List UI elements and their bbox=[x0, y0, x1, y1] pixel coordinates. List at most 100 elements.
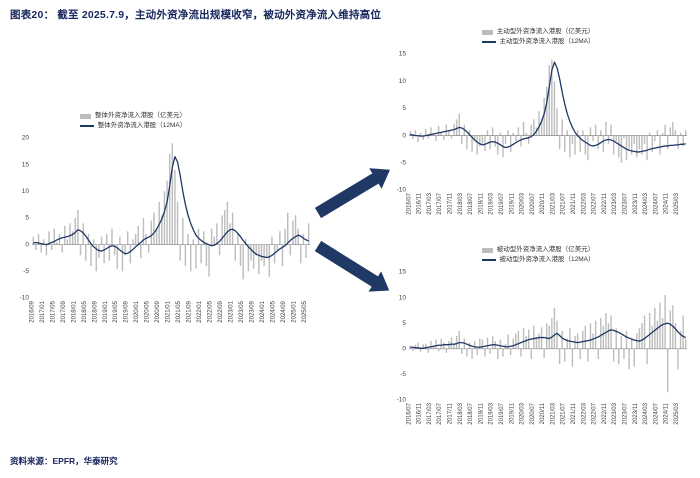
svg-text:2024/05: 2024/05 bbox=[271, 300, 277, 322]
svg-text:2017/03: 2017/03 bbox=[427, 192, 433, 214]
svg-text:2024/03: 2024/03 bbox=[643, 402, 649, 424]
svg-text:2025/01: 2025/01 bbox=[292, 300, 298, 322]
svg-text:2022/11: 2022/11 bbox=[602, 192, 608, 214]
bar-swatch-icon bbox=[481, 29, 493, 35]
svg-text:2017/07: 2017/07 bbox=[437, 192, 443, 214]
svg-text:2020/09: 2020/09 bbox=[155, 300, 161, 322]
svg-text:2018/03: 2018/03 bbox=[458, 192, 464, 214]
svg-text:2017/09: 2017/09 bbox=[61, 300, 67, 322]
svg-text:2019/11: 2019/11 bbox=[509, 192, 515, 214]
chart-passive-flows: 被动型外资净流入港股（亿美元） 被动型外资净流入港股（12MA） 15 10 5 0 -… bbox=[385, 246, 691, 446]
bars-series bbox=[409, 295, 687, 393]
legend-overall: 整体外资净流入港股（亿美元） 整体外资净流入港股（12MA） bbox=[0, 112, 286, 130]
svg-text:2016/07: 2016/07 bbox=[406, 192, 412, 214]
svg-text:2019/01: 2019/01 bbox=[103, 300, 109, 322]
svg-text:2017/07: 2017/07 bbox=[437, 402, 443, 424]
x-axis-labels: 2016/09 2017/01 2017/05 2017/09 2018/01 2018/… bbox=[29, 300, 308, 322]
svg-text:2018/03: 2018/03 bbox=[458, 402, 464, 424]
legend-passive: 被动型外资净流入港股（亿美元） 被动型外资净流入港股（12MA） bbox=[385, 246, 691, 264]
svg-text:2023/03: 2023/03 bbox=[612, 402, 618, 424]
svg-text:2018/11: 2018/11 bbox=[478, 402, 484, 424]
svg-text:5: 5 bbox=[25, 215, 29, 222]
line-swatch-icon bbox=[79, 125, 94, 127]
svg-text:2023/07: 2023/07 bbox=[623, 402, 629, 424]
svg-text:2018/05: 2018/05 bbox=[82, 300, 88, 322]
svg-text:2022/03: 2022/03 bbox=[581, 402, 587, 424]
legend-item-bars: 整体外资净流入港股（亿美元） bbox=[80, 112, 186, 120]
legend-label-bars: 整体外资净流入港股（亿美元） bbox=[95, 112, 186, 119]
svg-text:5: 5 bbox=[402, 105, 406, 112]
svg-text:2018/09: 2018/09 bbox=[92, 300, 98, 322]
svg-text:2016/11: 2016/11 bbox=[417, 192, 423, 214]
svg-text:2024/11: 2024/11 bbox=[664, 192, 670, 214]
svg-text:10: 10 bbox=[399, 78, 407, 85]
svg-text:2020/11: 2020/11 bbox=[540, 402, 546, 424]
svg-text:2024/03: 2024/03 bbox=[643, 192, 649, 214]
svg-text:2025/03: 2025/03 bbox=[674, 402, 680, 424]
svg-text:2021/07: 2021/07 bbox=[561, 402, 567, 424]
svg-text:2016/09: 2016/09 bbox=[29, 300, 35, 322]
svg-text:2024/07: 2024/07 bbox=[653, 192, 659, 214]
svg-text:20: 20 bbox=[22, 135, 30, 142]
chart-active-flows: 主动型外资净流入港股（亿美元） 主动型外资净流入港股（12MA） 15 10 5 0 -… bbox=[385, 28, 691, 236]
svg-text:15: 15 bbox=[399, 269, 407, 276]
svg-text:15: 15 bbox=[399, 51, 407, 58]
svg-text:2020/07: 2020/07 bbox=[530, 192, 536, 214]
svg-text:2017/05: 2017/05 bbox=[50, 300, 56, 322]
svg-text:2020/03: 2020/03 bbox=[520, 192, 526, 214]
svg-text:2019/07: 2019/07 bbox=[499, 402, 505, 424]
svg-text:15: 15 bbox=[22, 161, 30, 168]
svg-text:2019/07: 2019/07 bbox=[499, 192, 505, 214]
svg-text:10: 10 bbox=[22, 188, 30, 195]
legend-label-bars: 主动型外资净流入港股（亿美元） bbox=[496, 28, 595, 35]
svg-text:2023/11: 2023/11 bbox=[633, 192, 639, 214]
svg-text:2020/03: 2020/03 bbox=[520, 402, 526, 424]
svg-text:2021/09: 2021/09 bbox=[187, 300, 193, 322]
svg-text:2017/11: 2017/11 bbox=[447, 192, 453, 214]
bars-series bbox=[409, 59, 687, 163]
svg-text:2016/07: 2016/07 bbox=[406, 402, 412, 424]
svg-text:2021/11: 2021/11 bbox=[571, 192, 577, 214]
legend-item-ma: 主动型外资净流入港股（12MA） bbox=[481, 38, 595, 46]
legend-label-bars: 被动型外资净流入港股（亿美元） bbox=[496, 246, 595, 253]
svg-text:2019/11: 2019/11 bbox=[509, 402, 515, 424]
svg-text:2023/05: 2023/05 bbox=[239, 300, 245, 322]
legend-label-ma: 主动型外资净流入港股（12MA） bbox=[499, 38, 595, 45]
svg-text:2024/07: 2024/07 bbox=[653, 402, 659, 424]
x-axis-labels: 2016/07 2016/11 2017/03 2017/07 2017/11 2018/… bbox=[406, 402, 680, 424]
arrow-to-active-icon bbox=[314, 168, 391, 219]
svg-text:2022/03: 2022/03 bbox=[581, 192, 587, 214]
svg-text:2016/11: 2016/11 bbox=[417, 402, 423, 424]
svg-text:2025/05: 2025/05 bbox=[302, 300, 308, 322]
line-swatch-icon bbox=[481, 259, 496, 261]
y-axis-labels: 15 10 5 0 -5 -10 bbox=[397, 269, 407, 404]
svg-text:2023/09: 2023/09 bbox=[250, 300, 256, 322]
svg-text:2021/03: 2021/03 bbox=[550, 192, 556, 214]
svg-text:2018/11: 2018/11 bbox=[478, 192, 484, 214]
source-note: 资料来源：EPFR，华泰研究 bbox=[10, 456, 118, 466]
svg-text:2023/07: 2023/07 bbox=[623, 192, 629, 214]
svg-text:2017/11: 2017/11 bbox=[447, 402, 453, 424]
svg-text:0: 0 bbox=[402, 346, 406, 353]
svg-text:-10: -10 bbox=[20, 295, 30, 302]
svg-text:2021/07: 2021/07 bbox=[561, 192, 567, 214]
svg-text:-5: -5 bbox=[23, 268, 29, 275]
svg-text:2021/01: 2021/01 bbox=[166, 300, 172, 322]
svg-text:2022/01: 2022/01 bbox=[197, 300, 203, 322]
svg-text:2022/07: 2022/07 bbox=[592, 192, 598, 214]
svg-text:2018/07: 2018/07 bbox=[468, 402, 474, 424]
svg-text:2023/01: 2023/01 bbox=[229, 300, 235, 322]
svg-text:2018/07: 2018/07 bbox=[468, 192, 474, 214]
ma-line bbox=[33, 156, 309, 259]
svg-text:2019/05: 2019/05 bbox=[113, 300, 119, 322]
svg-text:2020/05: 2020/05 bbox=[145, 300, 151, 322]
ma-line bbox=[410, 322, 686, 349]
svg-text:0: 0 bbox=[25, 241, 29, 248]
figure-title: 图表20： 截至 2025.7.9，主动外资净流出规模收窄，被动外资净流入维持高… bbox=[10, 9, 382, 21]
legend-item-ma: 被动型外资净流入港股（12MA） bbox=[481, 256, 594, 264]
svg-text:10: 10 bbox=[399, 294, 407, 301]
svg-text:2017/03: 2017/03 bbox=[427, 402, 433, 424]
